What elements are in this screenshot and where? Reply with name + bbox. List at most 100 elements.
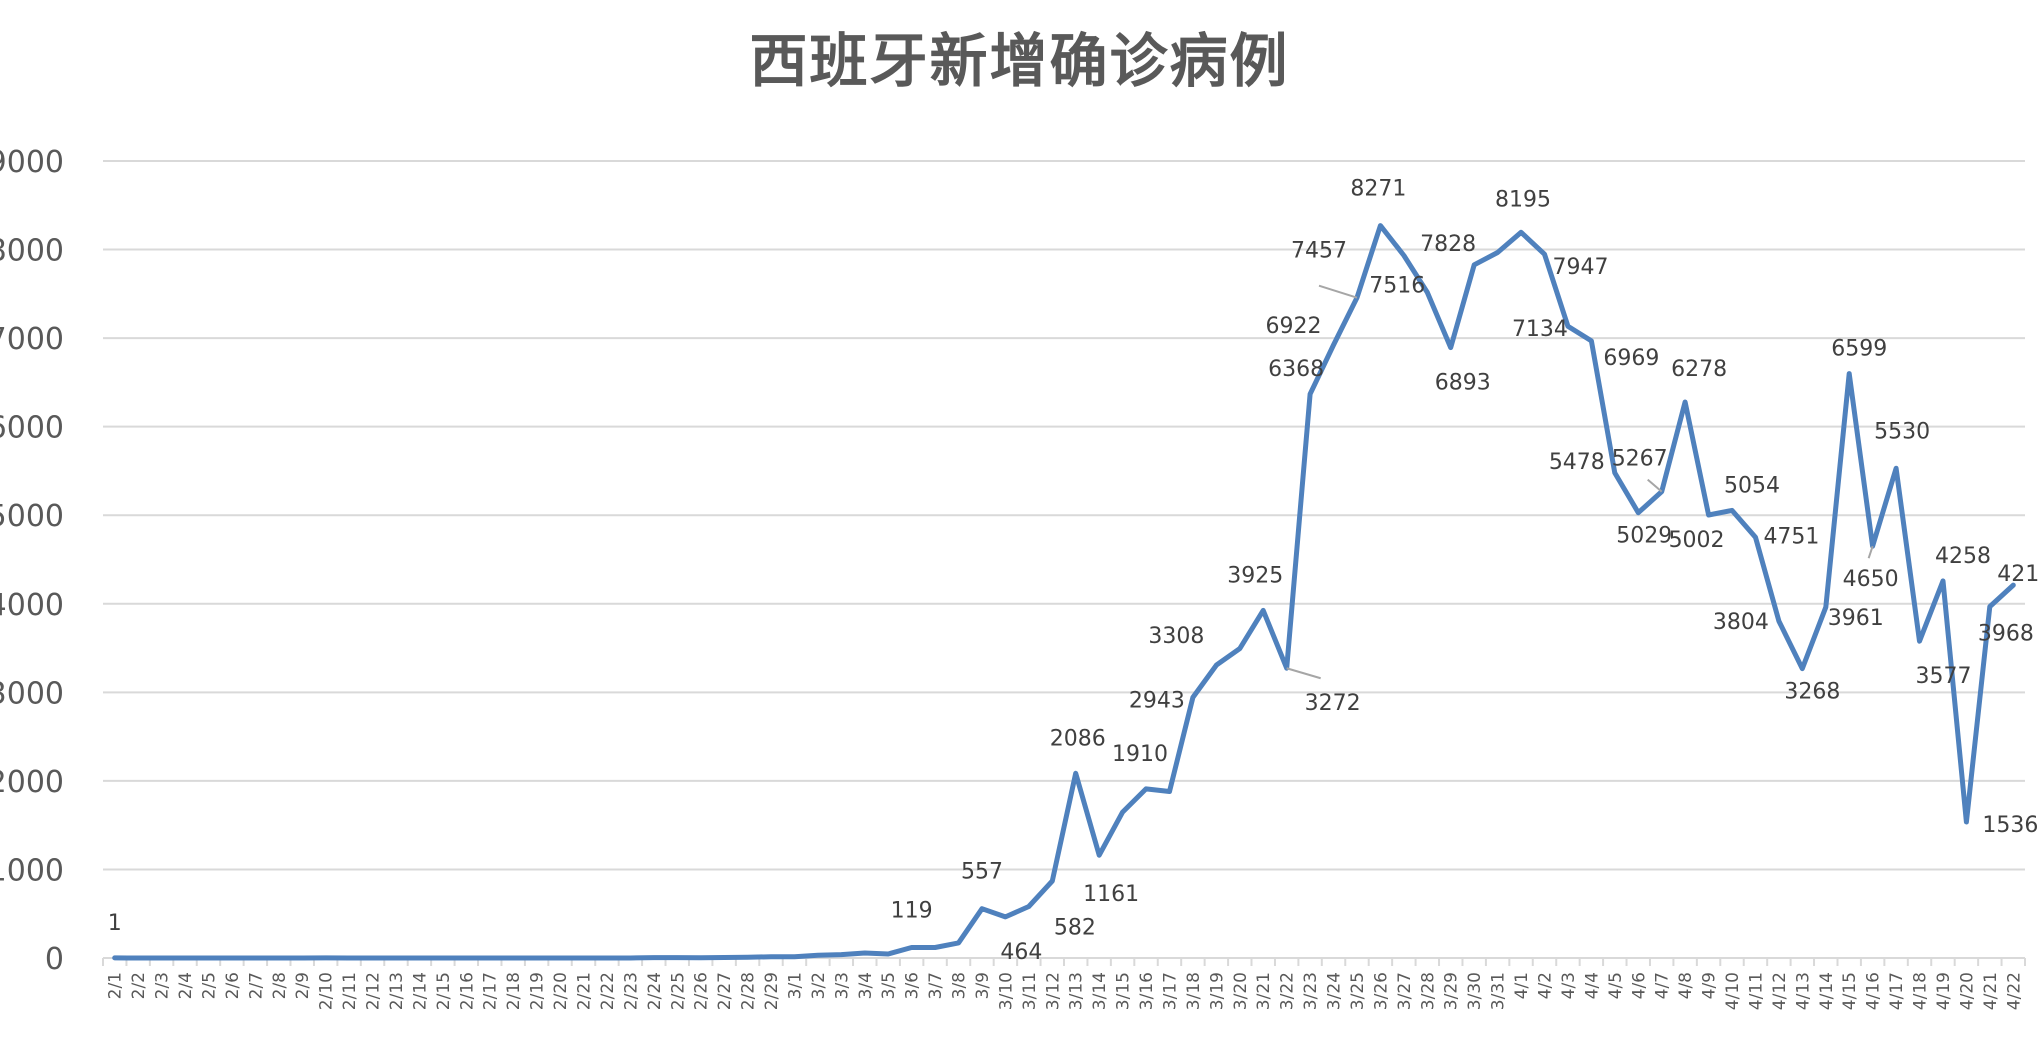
x-tick-label: 4/1 [1512, 972, 1532, 999]
x-tick-label: 4/9 [1700, 972, 1720, 999]
data-label: 5029 [1616, 524, 1672, 549]
data-label: 1910 [1112, 742, 1168, 767]
x-tick-label: 3/30 [1465, 972, 1485, 1010]
x-tick-label: 2/29 [762, 972, 782, 1010]
x-tick-label: 3/27 [1395, 972, 1415, 1010]
x-tick-label: 3/26 [1371, 972, 1391, 1010]
x-tick-label: 2/14 [410, 972, 430, 1010]
x-tick-label: 3/7 [926, 972, 946, 999]
x-tick-label: 3/23 [1301, 972, 1321, 1010]
x-tick-label: 3/1 [785, 972, 805, 999]
data-label: 582 [1054, 915, 1096, 940]
x-tick-label: 4/16 [1864, 972, 1884, 1010]
data-label: 7134 [1512, 317, 1568, 342]
x-tick-label: 2/5 [199, 972, 219, 999]
x-tick-label: 3/8 [950, 972, 970, 999]
x-tick-label: 3/16 [1137, 972, 1157, 1010]
x-axis: 2/1 2/2 2/3 2/4 2/5 2/6 2/7 2/8 2/9 2/10 2/11 2/12 2… [102, 957, 2026, 1010]
x-tick-label: 3/6 [903, 972, 923, 999]
x-tick-label: 3/17 [1160, 972, 1180, 1010]
x-tick-label: 4/14 [1817, 972, 1837, 1010]
x-tick-label: 2/6 [223, 972, 243, 999]
x-tick-label: 3/14 [1090, 972, 1110, 1010]
gridlines [103, 160, 2025, 871]
label-leader-line [1286, 667, 1321, 680]
x-tick-label: 2/12 [364, 972, 384, 1010]
x-tick-label: 3/28 [1418, 972, 1438, 1010]
x-tick-label: 3/29 [1442, 972, 1462, 1010]
y-tick-label: 7000 [0, 322, 64, 357]
data-label: 3272 [1305, 691, 1361, 716]
x-tick-label: 2/11 [340, 972, 360, 1010]
x-tick-label: 4/3 [1559, 972, 1579, 999]
data-label: 557 [961, 860, 1003, 885]
x-tick-label: 4/5 [1606, 972, 1626, 999]
y-tick-label: 2000 [0, 765, 64, 800]
data-label: 8271 [1350, 177, 1406, 202]
data-label: 6368 [1268, 357, 1324, 382]
x-tick-label: 3/11 [1020, 972, 1040, 1010]
data-label: 3968 [1978, 622, 2034, 647]
data-labels: 1 119 557 464 582 2086 1161 1910 2943 3308 3925 327… [108, 177, 2039, 965]
data-label: 2943 [1129, 688, 1185, 713]
x-tick-label: 2/3 [153, 972, 173, 999]
data-label: 2086 [1050, 726, 1106, 751]
data-label: 464 [1000, 940, 1042, 965]
x-tick-label: 3/10 [996, 972, 1016, 1010]
data-label: 3308 [1148, 624, 1204, 649]
data-label: 6278 [1671, 357, 1727, 382]
x-tick-label: 2/27 [715, 972, 735, 1010]
x-tick-label: 2/17 [481, 972, 501, 1010]
data-label: 3804 [1713, 610, 1769, 635]
x-tick-label: 3/3 [832, 972, 852, 999]
x-tick-label: 2/22 [598, 972, 618, 1010]
x-tick-label: 4/7 [1653, 972, 1673, 999]
data-label: 3925 [1227, 563, 1283, 588]
data-label: 5002 [1669, 528, 1725, 553]
data-label: 4211 [1997, 562, 2039, 587]
x-tick-label: 4/17 [1887, 972, 1907, 1010]
x-tick-label: 4/2 [1536, 972, 1556, 999]
x-tick-label: 3/22 [1278, 972, 1298, 1010]
x-tick-label: 4/19 [1934, 972, 1954, 1010]
x-tick-label: 3/19 [1207, 972, 1227, 1010]
x-tick-label: 2/2 [129, 972, 149, 999]
x-tick-label: 2/21 [575, 972, 595, 1010]
data-label: 119 [891, 898, 933, 923]
x-tick-label: 3/20 [1231, 972, 1251, 1010]
x-tick-label: 2/4 [176, 972, 196, 999]
data-label: 4258 [1935, 544, 1991, 569]
data-label: 7516 [1369, 273, 1425, 298]
x-tick-label: 2/28 [739, 972, 759, 1010]
y-tick-label: 3000 [0, 676, 64, 711]
x-tick-label: 2/10 [317, 972, 337, 1010]
x-tick-label: 2/23 [621, 972, 641, 1010]
data-label: 1536 [1982, 813, 2038, 838]
x-tick-label: 2/19 [528, 972, 548, 1010]
x-tick-label: 3/25 [1348, 972, 1368, 1010]
data-label: 8195 [1495, 187, 1551, 212]
x-tick-label: 4/15 [1840, 972, 1860, 1010]
x-tick-label: 2/24 [645, 972, 665, 1010]
y-axis: 0 1000 2000 3000 4000 5000 6000 7000 8000 9000 [0, 145, 64, 977]
x-tick-label: 2/26 [692, 972, 712, 1010]
x-tick-label: 4/13 [1793, 972, 1813, 1010]
label-leader-line [1318, 284, 1358, 299]
x-tick-label: 3/12 [1043, 972, 1063, 1010]
x-tick-label: 4/4 [1582, 972, 1602, 999]
data-label: 1 [108, 911, 122, 936]
y-tick-label: 1000 [0, 853, 64, 888]
x-tick-label: 4/11 [1746, 972, 1766, 1010]
label-leader-line [1647, 478, 1663, 493]
x-tick-label: 3/18 [1184, 972, 1204, 1010]
data-label: 4650 [1843, 567, 1899, 592]
x-tick-label: 4/20 [1957, 972, 1977, 1010]
x-tick-label: 2/25 [668, 972, 688, 1010]
x-tick-label: 2/8 [270, 972, 290, 999]
x-tick-label: 4/10 [1723, 972, 1743, 1010]
x-tick-label: 3/9 [973, 972, 993, 999]
x-tick-label: 3/21 [1254, 972, 1274, 1010]
data-label: 3961 [1828, 606, 1884, 631]
data-label: 1161 [1083, 882, 1139, 907]
